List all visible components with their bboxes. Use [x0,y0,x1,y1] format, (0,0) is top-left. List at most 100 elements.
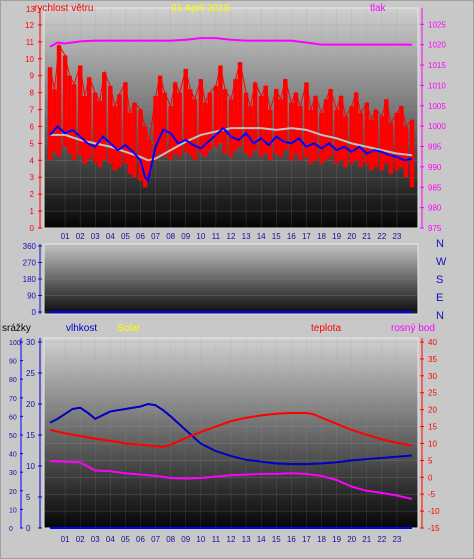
temp-hour-axis: 01 02 03 04 05 06 07 08 09 10 11 12 13 14 15 16 17 18 19 20… [61,535,402,544]
wind-hour-label: 12 [227,232,236,241]
wind-gust-line [49,43,413,141]
pressure-tick-label: 980 [428,204,442,213]
temp-tick-label: 0 [428,473,433,482]
wind-gust-bar [188,89,193,156]
temp-hour-label: 17 [302,535,311,544]
wind-gust-bar [192,99,198,161]
wind-hour-label: 14 [257,232,266,241]
wind-gust-bar [313,96,318,161]
wind-gust-bar [138,109,143,181]
compass-label: W [436,256,447,268]
rain-axis: 0 10 20 30 40 50 60 70 80 90 100 [9,338,23,533]
wind-gust-bar [298,106,303,161]
dewpoint-line [49,460,413,500]
temp-tick-label: 10 [428,439,437,448]
wind-gust-bar [394,112,400,171]
humidity-tick-label: 5 [26,493,31,502]
rain-tick-label: 60 [9,414,17,421]
rain-tick-label: 20 [9,489,17,496]
wind-hour-label: 01 [61,232,70,241]
temp-hour-label: 03 [91,535,100,544]
wind-gust-bar [162,92,167,157]
rain-label: srážky [2,323,31,334]
wind-hour-label: 04 [106,232,115,241]
wind-tick-label: 4 [30,156,35,165]
wind-gust-bar [349,106,354,164]
wind-gust-bar [207,92,213,151]
wind-gust-bar [71,84,77,161]
wind-hour-label: 11 [212,232,221,241]
wind-gust-bar [388,123,394,174]
temp-hour-label: 05 [121,535,130,544]
wind-gust-bar [403,126,409,178]
wind-lines [49,37,413,183]
wind-hour-label: 15 [272,232,281,241]
wind-gust-bar [117,94,122,168]
wind-gust-bar [338,96,344,161]
wind-tick-label: 11 [26,38,35,47]
temp-hour-label: 19 [332,535,341,544]
wind-tick-label: 0 [30,224,35,233]
wind-hour-label: 02 [76,232,85,241]
wind-gust-bar [364,102,369,164]
rain-tick-label: 80 [9,377,17,384]
wind-tick-label: 12 [25,21,34,30]
wind-gust-bar [369,119,374,171]
temp-hour-label: 15 [272,535,281,544]
wind-tick-label: 9 [30,72,35,81]
pressure-tick-label: 985 [428,183,442,192]
wind-hour-label: 18 [317,232,326,241]
rain-tick-label: 70 [9,396,17,403]
rain-tick-label: 0 [9,526,13,533]
wind-hour-label: 03 [91,232,100,241]
direction-axis: 0 90 180 270 360 [23,242,42,317]
temp-tick-label: 5 [428,456,433,465]
humidity-tick-label: 20 [26,400,35,409]
wind-tick-label: 2 [30,190,35,199]
wind-gust-bar [218,65,223,144]
temp-hour-label: 12 [227,535,236,544]
wind-gust-bar [47,67,53,161]
temp-hour-label: 07 [151,535,160,544]
wind-gust-bar [203,102,208,157]
direction-tick-label: 0 [32,308,37,317]
wind-series [47,43,415,188]
rain-tick-label: 90 [9,359,17,366]
wind-gust-bar [319,112,324,164]
rain-tick-label: 50 [9,433,17,440]
wind-gust-bar [127,112,133,174]
wind-gust-bar [183,68,188,152]
rain-tick-label: 10 [9,507,17,514]
wind-hour-label: 10 [196,232,205,241]
wind-gust-bar [147,140,152,174]
wind-gust-bar [283,79,288,151]
wind-gust-bar [86,77,92,159]
wind-gust-bar [267,109,273,161]
wind-hour-label: 07 [151,232,160,241]
temp-tick-label: 30 [428,372,437,381]
temp-hour-label: 04 [106,535,115,544]
wind-gust-bar [384,99,389,164]
compass-label: N [436,238,444,250]
wind-gust-bar [97,101,103,168]
wind-tick-label: 1 [30,207,35,216]
pressure-tick-label: 975 [428,224,442,233]
pressure-tick-label: 1000 [428,122,446,131]
wind-gust-bar [353,92,359,161]
temp-hour-label: 20 [347,535,356,544]
wind-gust-bar [56,45,62,157]
temp-hour-label: 08 [166,535,175,544]
wind-gust-bar [82,96,87,164]
wind-gust-bar [123,82,128,164]
pressure-axis-label: tlak [370,3,387,14]
gust-trend-line [50,127,413,162]
humidity-tick-label: 10 [26,462,35,471]
wind-gust-bar [289,102,294,161]
direction-tick-label: 360 [23,242,37,251]
